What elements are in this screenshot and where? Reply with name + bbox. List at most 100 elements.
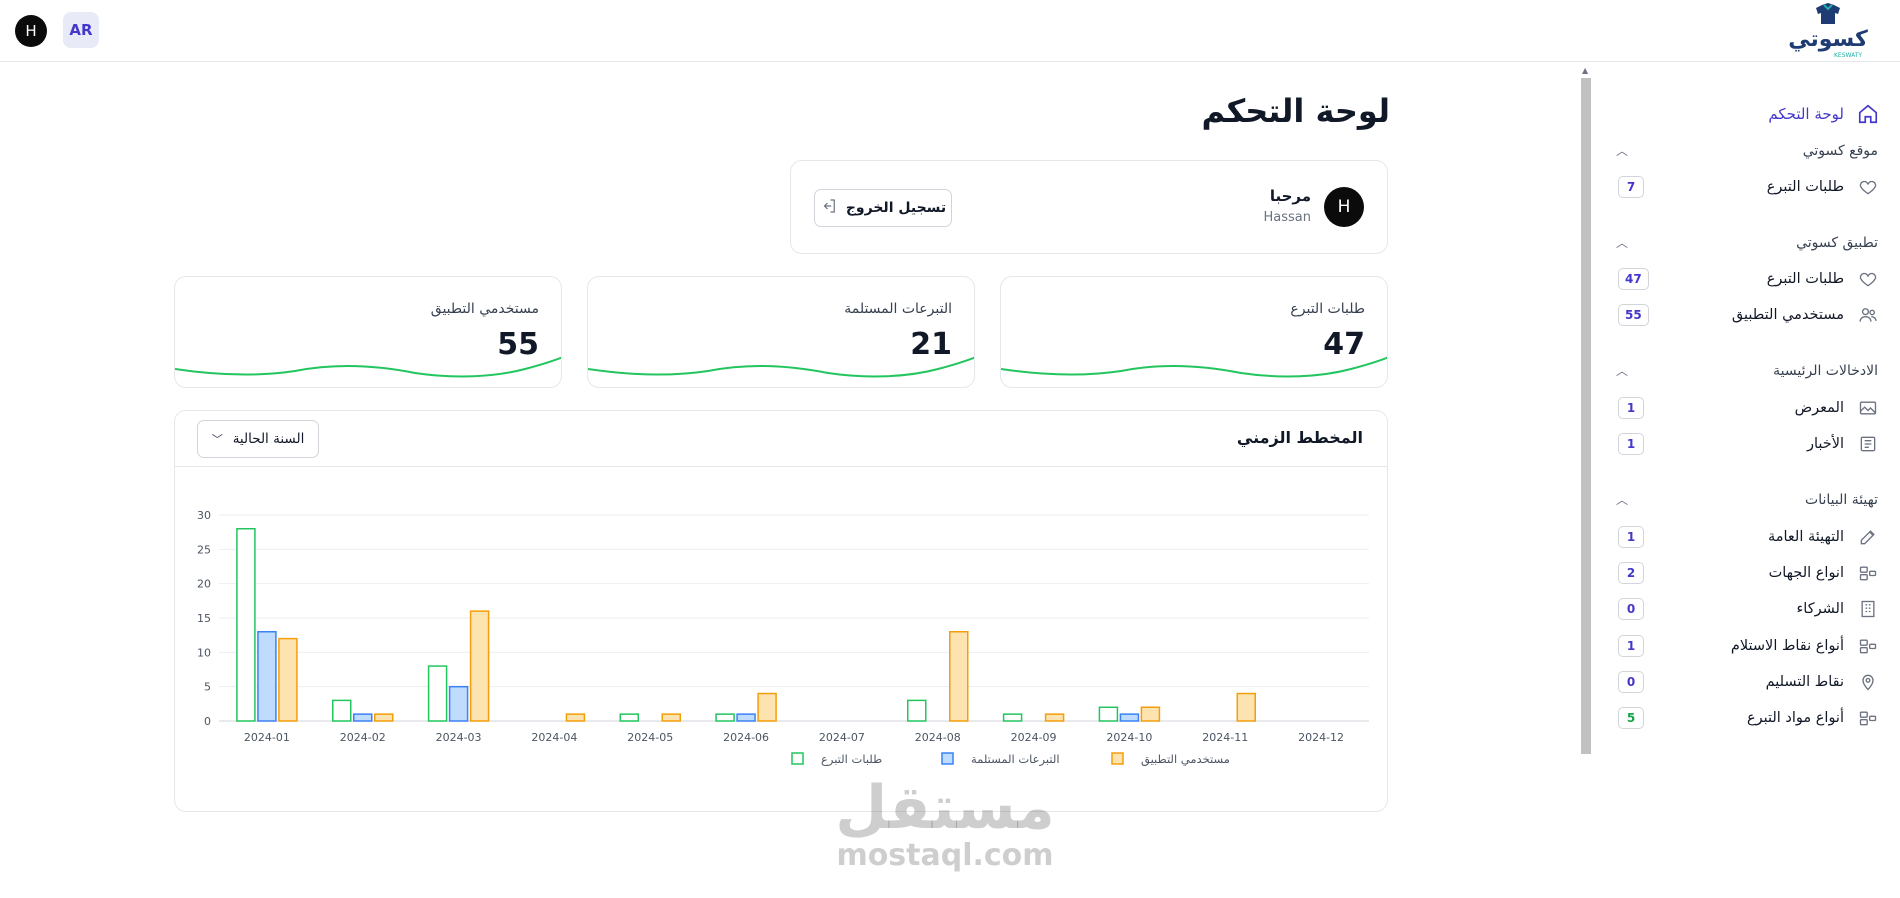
top-bar: H AR كسوتي KESWATY	[0, 0, 1900, 62]
stat-label: طلبات التبرع	[1290, 301, 1365, 317]
range-select[interactable]: السنة الحالية ﹀	[197, 420, 319, 458]
heart-icon	[1856, 175, 1880, 199]
bar	[757, 692, 777, 722]
sidebar-item-entity-types[interactable]: انواع الجهات 2	[1618, 561, 1880, 585]
count-badge: 1	[1618, 397, 1644, 419]
bar	[278, 637, 298, 722]
bar	[715, 713, 735, 722]
user-avatar[interactable]: H	[15, 15, 47, 47]
chevron-up-icon[interactable]: ︿	[1616, 236, 1629, 250]
sidebar-item-label: أنواع نقاط الاستلام	[1730, 638, 1844, 654]
stat-value: 55	[497, 327, 539, 362]
bar	[1119, 713, 1140, 722]
building-icon	[1856, 597, 1880, 621]
x-tick-label: 2024-01	[244, 731, 290, 744]
stat-card-received-donations: التبرعات المستلمة 21	[587, 276, 975, 388]
x-tick-label: 2024-10	[1106, 731, 1152, 744]
bar	[1044, 713, 1065, 722]
logo-text: كسوتي	[1788, 27, 1868, 52]
sidebar-item-partners[interactable]: الشركاء 0	[1618, 597, 1880, 621]
sidebar-item-general-setup[interactable]: التهيئة العامة 1	[1618, 525, 1880, 549]
chart-header: المخطط الزمني السنة الحالية ﹀	[175, 411, 1387, 467]
count-badge: 5	[1618, 707, 1644, 729]
sidebar-item-app-donation-requests[interactable]: طلبات التبرع 47	[1618, 267, 1880, 291]
shapes-icon	[1856, 634, 1880, 658]
users-icon	[1856, 303, 1880, 327]
bar	[565, 713, 586, 722]
stat-value: 47	[1323, 327, 1365, 362]
y-tick-label: 0	[204, 715, 211, 728]
avatar: H	[1324, 187, 1364, 227]
keswaty-logo[interactable]: كسوتي KESWATY	[1778, 2, 1878, 60]
sidebar-item-label: أنواع مواد التبرع	[1746, 710, 1844, 726]
bar	[353, 713, 373, 722]
stat-card-app-users: مستخدمي التطبيق 55	[174, 276, 562, 388]
count-badge: 7	[1618, 176, 1644, 198]
bar	[374, 713, 394, 722]
y-tick-label: 10	[197, 646, 211, 659]
shapes-icon	[1856, 561, 1880, 585]
chevron-up-icon[interactable]: ︿	[1616, 493, 1629, 507]
bar	[332, 699, 352, 722]
bar	[257, 630, 277, 722]
bar	[1140, 706, 1161, 722]
legend-label: مستخدمي التطبيق	[1141, 752, 1230, 767]
count-badge: 1	[1618, 526, 1644, 548]
welcome-card: H مرحبا Hassan تسجيل الخروج	[790, 160, 1388, 254]
sidebar-item-label: التهيئة العامة	[1767, 529, 1844, 545]
user-name: Hassan	[1263, 210, 1312, 225]
y-tick-label: 5	[204, 681, 211, 694]
shirt-icon	[1816, 3, 1840, 24]
sidebar-item-gallery[interactable]: المعرض 1	[1618, 396, 1880, 420]
newspaper-icon	[1856, 432, 1880, 456]
sidebar-item-pickup-point-types[interactable]: أنواع نقاط الاستلام 1	[1618, 634, 1880, 658]
bar	[949, 630, 969, 722]
y-tick-label: 15	[197, 612, 211, 625]
logout-label: تسجيل الخروج	[845, 200, 947, 216]
sidebar-item-delivery-points[interactable]: نقاط التسليم 0	[1618, 670, 1880, 694]
watermark-arabic: مستقل	[835, 773, 1055, 843]
x-tick-label: 2024-05	[627, 731, 673, 744]
watermark: مستقل mostaql.com	[830, 776, 1060, 872]
chevron-up-icon[interactable]: ︿	[1616, 144, 1629, 158]
logout-button[interactable]: تسجيل الخروج	[814, 189, 952, 227]
scroll-up-arrow-icon[interactable]: ▲	[1582, 66, 1589, 75]
shapes-icon	[1856, 706, 1880, 730]
legend-label: طلبات التبرع	[821, 752, 882, 767]
stat-label: مستخدمي التطبيق	[430, 301, 539, 317]
sidebar-item-label: طلبات التبرع	[1766, 271, 1844, 287]
x-tick-label: 2024-02	[340, 731, 386, 744]
section-header-app[interactable]: تطبيق كسوتي ︿	[1616, 234, 1878, 251]
section-header-data-setup[interactable]: تهيئة البيانات ︿	[1616, 491, 1878, 508]
section-header-website[interactable]: موقع كسوتي ︿	[1616, 142, 1878, 159]
bar	[1098, 706, 1119, 722]
sidebar-item-label: الشركاء	[1796, 601, 1844, 617]
logo-subtext: KESWATY	[1834, 52, 1862, 59]
sparkline	[1001, 356, 1387, 378]
x-tick-label: 2024-12	[1298, 731, 1344, 744]
bar	[661, 713, 681, 722]
section-title: موقع كسوتي	[1802, 142, 1878, 159]
sidebar-item-website-donation-requests[interactable]: طلبات التبرع 7	[1618, 175, 1880, 199]
sidebar-item-news[interactable]: الأخبار 1	[1618, 432, 1880, 456]
logout-icon	[820, 197, 838, 219]
section-header-main-entries[interactable]: الادخالات الرئيسية ︿	[1616, 362, 1878, 379]
stat-label: التبرعات المستلمة	[844, 301, 952, 317]
watermark-english: mostaql.com	[836, 838, 1054, 873]
bar	[619, 713, 639, 722]
chevron-up-icon[interactable]: ︿	[1616, 364, 1629, 378]
sidebar-item-label: لوحة التحكم	[1768, 105, 1844, 123]
y-tick-label: 30	[197, 509, 211, 522]
page-title: لوحة التحكم	[1201, 92, 1391, 130]
sidebar-item-dashboard[interactable]: لوحة التحكم	[1768, 102, 1880, 126]
scrollbar-thumb[interactable]	[1581, 78, 1591, 754]
welcome-greeting: مرحبا	[1269, 187, 1311, 205]
sparkline	[175, 356, 561, 378]
count-badge: 1	[1618, 635, 1644, 657]
count-badge: 1	[1618, 433, 1644, 455]
bar	[427, 665, 448, 722]
range-select-value: السنة الحالية	[232, 431, 305, 447]
sidebar-item-donation-material-types[interactable]: أنواع مواد التبرع 5	[1618, 706, 1880, 730]
sidebar-item-app-users[interactable]: مستخدمي التطبيق 55	[1618, 303, 1880, 327]
language-toggle-button[interactable]: AR	[63, 12, 99, 48]
